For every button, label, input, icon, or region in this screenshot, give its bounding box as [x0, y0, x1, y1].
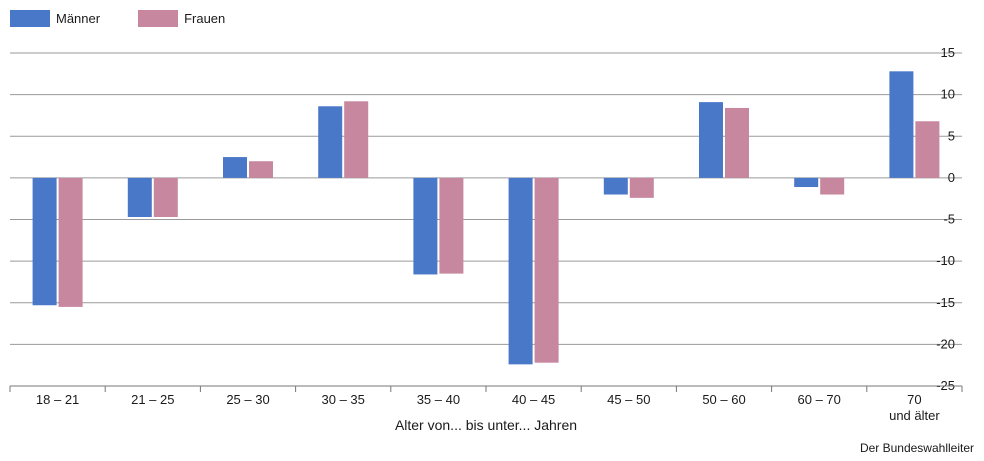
y-tick-label: 0: [948, 170, 955, 185]
bar-maenner: [699, 102, 723, 178]
x-tick-label: 45 – 50: [607, 392, 650, 407]
bar-maenner: [318, 106, 343, 178]
x-tick-label: 70: [907, 392, 921, 407]
y-tick-label: -15: [936, 295, 955, 310]
legend-swatch-maenner: [10, 10, 50, 27]
bar-maenner: [508, 177, 533, 365]
y-tick-label: 5: [948, 128, 955, 143]
bar-maenner: [413, 177, 438, 275]
bar-frauen: [629, 177, 654, 198]
bar-frauen: [153, 177, 178, 218]
bar-frauen: [820, 177, 845, 195]
legend-swatch-frauen: [138, 10, 179, 27]
bar-maenner: [127, 177, 152, 218]
bar-maenner: [223, 157, 247, 178]
y-tick-label: 15: [941, 45, 955, 60]
x-tick-label: 18 – 21: [36, 392, 79, 407]
y-tick-label: 10: [941, 87, 955, 102]
bar-frauen: [58, 177, 83, 307]
bar-maenner: [603, 177, 628, 195]
x-tick-label: 25 – 30: [226, 392, 269, 407]
bar-frauen: [439, 177, 464, 274]
legend-item-maenner: Männer: [10, 10, 100, 27]
x-tick-label: 40 – 45: [512, 392, 555, 407]
y-tick-label: -5: [943, 212, 955, 227]
bar-frauen: [249, 161, 273, 178]
x-tick-label: und älter: [889, 408, 940, 423]
chart-legend: Männer Frauen: [10, 10, 225, 27]
bar-maenner: [794, 177, 819, 188]
bar-frauen: [915, 121, 940, 178]
legend-label-maenner: Männer: [56, 11, 101, 26]
source-credit: Der Bundeswahlleiter: [859, 441, 974, 455]
y-tick-label: -20: [936, 336, 955, 351]
bar-frauen: [725, 107, 749, 178]
x-tick-label: 21 – 25: [131, 392, 174, 407]
legend-label-frauen: Frauen: [184, 11, 226, 26]
x-tick-label: 30 – 35: [322, 392, 365, 407]
bar-maenner: [32, 177, 57, 306]
x-tick-label: 60 – 70: [798, 392, 841, 407]
bar-maenner: [889, 71, 914, 178]
bar-frauen: [344, 101, 369, 178]
legend-item-frauen: Frauen: [138, 10, 225, 27]
x-tick-label: 50 – 60: [702, 392, 745, 407]
y-tick-label: -10: [936, 253, 955, 268]
x-axis-title: Alter von... bis unter... Jahren: [395, 417, 577, 433]
x-tick-label: 35 – 40: [417, 392, 460, 407]
bar-frauen: [534, 177, 559, 363]
